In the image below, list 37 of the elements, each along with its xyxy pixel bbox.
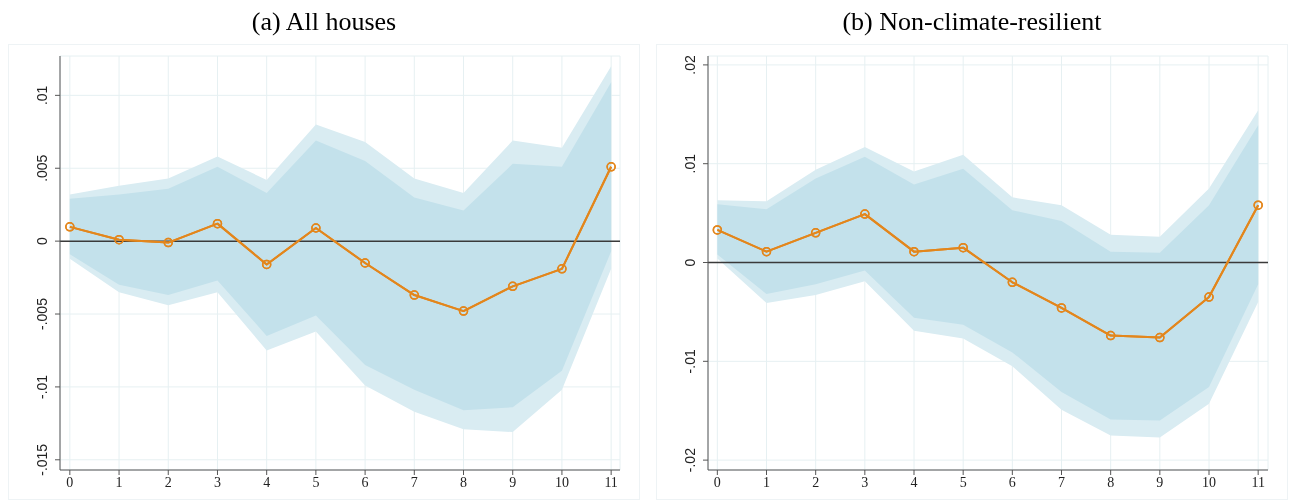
x-tick-label: 9 (509, 474, 517, 490)
x-tick-label: 5 (959, 474, 967, 490)
x-tick-label: 9 (1156, 474, 1164, 490)
x-tick-label: 3 (861, 474, 869, 490)
x-tick-label: 4 (910, 474, 918, 490)
chart-title: (a) All houses (250, 6, 398, 38)
x-tick-label: 7 (410, 474, 418, 490)
y-tick-label: .005 (34, 154, 50, 182)
x-tick-label: 11 (1251, 474, 1265, 490)
x-tick-label: 8 (460, 474, 468, 490)
y-tick-label: -.01 (682, 349, 698, 374)
x-tick-label: 5 (312, 474, 320, 490)
x-tick-label: 2 (812, 474, 820, 490)
x-tick-label: 0 (713, 474, 721, 490)
y-tick-label: -.02 (682, 447, 698, 473)
x-tick-label: 3 (213, 474, 221, 490)
x-tick-label: 7 (1058, 474, 1065, 490)
x-tick-label: 2 (164, 474, 172, 490)
x-tick-label: 10 (554, 474, 569, 490)
y-tick-label: .02 (682, 54, 698, 75)
x-tick-label: 8 (1107, 474, 1115, 490)
x-tick-label: 0 (66, 474, 74, 490)
y-tick-label: 0 (682, 258, 698, 267)
x-tick-label: 10 (1202, 474, 1216, 490)
y-tick-label: 0 (34, 237, 50, 246)
y-tick-label: -.015 (34, 443, 50, 476)
chart-title: (b) Non-climate-resilient (841, 6, 1103, 38)
y-tick-label: .01 (34, 85, 50, 106)
x-tick-label: 1 (763, 474, 771, 490)
y-tick-label: -.005 (34, 297, 50, 330)
y-tick-label: -.01 (34, 374, 50, 399)
x-tick-label: 11 (604, 474, 618, 490)
y-tick-label: .01 (682, 153, 698, 174)
x-tick-label: 6 (361, 474, 369, 490)
x-tick-label: 6 (1008, 474, 1016, 490)
x-tick-label: 4 (263, 474, 271, 490)
x-tick-label: 1 (115, 474, 123, 490)
